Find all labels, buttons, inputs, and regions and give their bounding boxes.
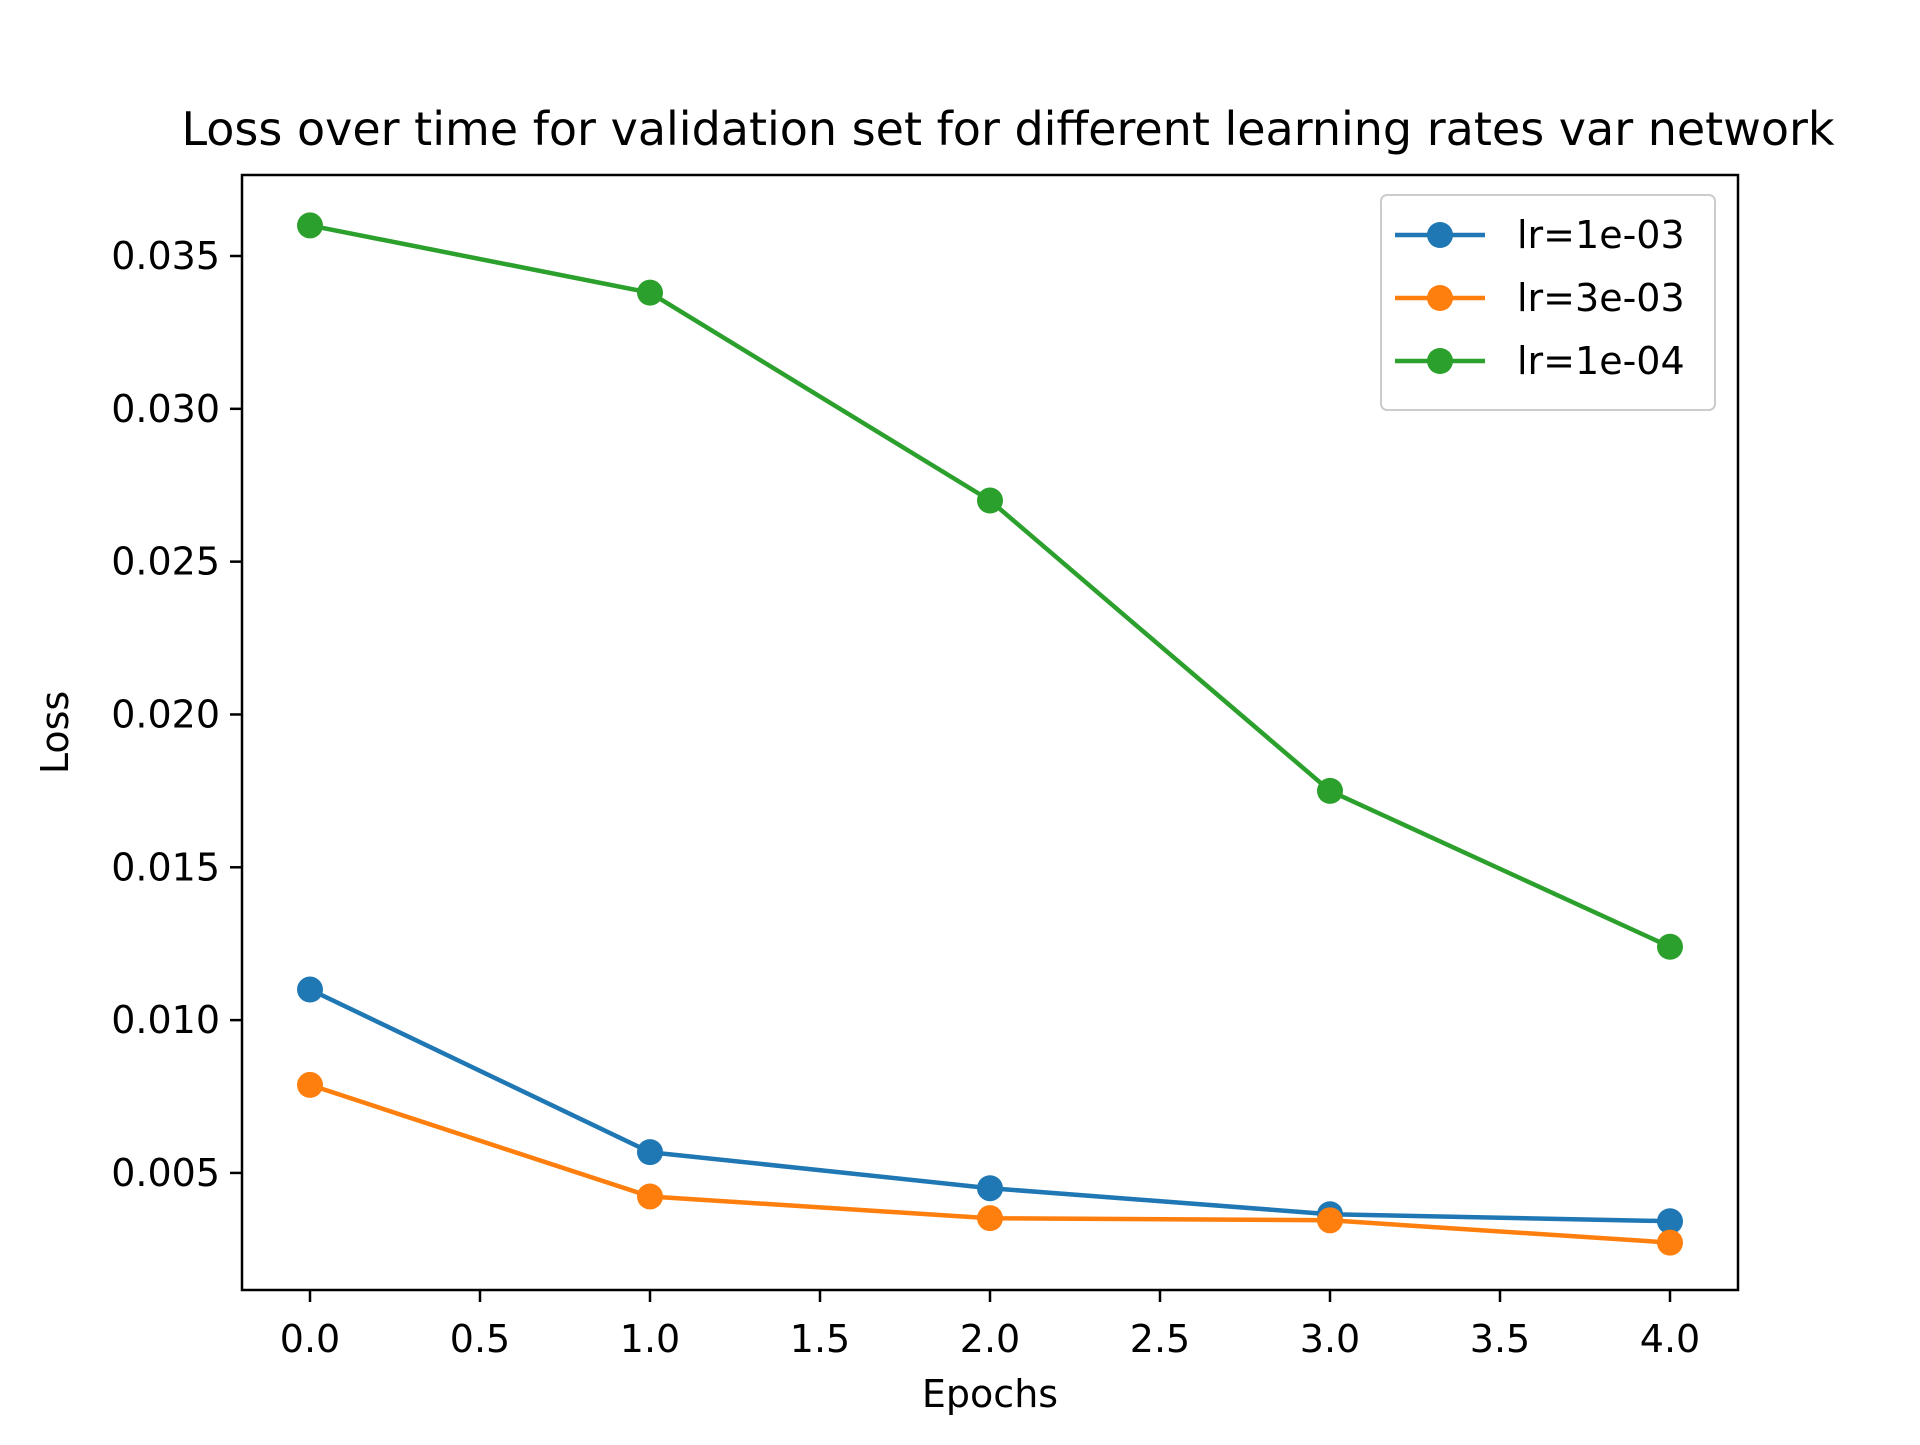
y-tick-label: 0.020	[111, 692, 220, 736]
x-tick-label: 0.5	[450, 1317, 510, 1361]
x-axis-label: Epochs	[922, 1372, 1058, 1416]
legend-label: lr=1e-03	[1517, 213, 1685, 257]
x-tick-label: 3.5	[1470, 1317, 1530, 1361]
y-axis-ticks: 0.005 0.010 0.015 0.020 0.025 0.030 0.035	[111, 234, 242, 1195]
x-tick-label: 2.0	[960, 1317, 1020, 1361]
data-point	[977, 1205, 1003, 1232]
data-point	[977, 487, 1003, 514]
legend-marker	[1427, 222, 1453, 248]
legend-item: lr=3e-03	[1395, 276, 1685, 320]
data-point	[1317, 1207, 1343, 1234]
y-tick-label: 0.010	[111, 998, 220, 1042]
data-point	[297, 976, 323, 1003]
legend-marker	[1427, 348, 1453, 374]
data-point	[297, 212, 323, 239]
series-lr=1e-04	[297, 212, 1683, 960]
x-tick-label: 3.0	[1300, 1317, 1360, 1361]
x-tick-label: 2.5	[1130, 1317, 1190, 1361]
y-tick-label: 0.035	[111, 234, 220, 278]
data-point	[637, 1139, 663, 1166]
y-tick-label: 0.015	[111, 845, 220, 889]
x-tick-label: 0.0	[280, 1317, 340, 1361]
y-tick-label: 0.005	[111, 1151, 220, 1195]
y-tick-label: 0.025	[111, 540, 220, 584]
series-lr=3e-03	[297, 1071, 1683, 1256]
y-axis-label: Loss	[33, 691, 77, 774]
x-axis-ticks: 0.0 0.5 1.0 1.5 2.0 2.5 3.0 3.5 4.0	[280, 1290, 1700, 1361]
x-tick-label: 1.0	[620, 1317, 680, 1361]
data-point	[1317, 777, 1343, 804]
series-lr=1e-03	[297, 976, 1683, 1235]
legend: lr=1e-03 lr=3e-03 lr=1e-04	[1380, 194, 1716, 411]
data-point	[637, 279, 663, 306]
x-tick-label: 1.5	[790, 1317, 850, 1361]
legend-label: lr=1e-04	[1517, 339, 1685, 383]
plot-frame	[240, 173, 1740, 1292]
y-tick-label: 0.030	[111, 387, 220, 431]
legend-box	[1380, 194, 1716, 411]
data-point	[637, 1183, 663, 1210]
data-point	[1657, 1208, 1683, 1235]
legend-item: lr=1e-04	[1395, 339, 1685, 383]
data-point	[977, 1175, 1003, 1202]
data-point	[1657, 1229, 1683, 1256]
series-layer	[297, 212, 1683, 1256]
legend-item: lr=1e-03	[1395, 213, 1685, 257]
data-point	[297, 1071, 323, 1098]
chart-title: Loss over time for validation set for di…	[181, 102, 1834, 156]
x-tick-label: 4.0	[1640, 1317, 1700, 1361]
legend-marker	[1427, 285, 1453, 311]
legend-label: lr=3e-03	[1517, 276, 1685, 320]
data-point	[1657, 933, 1683, 960]
